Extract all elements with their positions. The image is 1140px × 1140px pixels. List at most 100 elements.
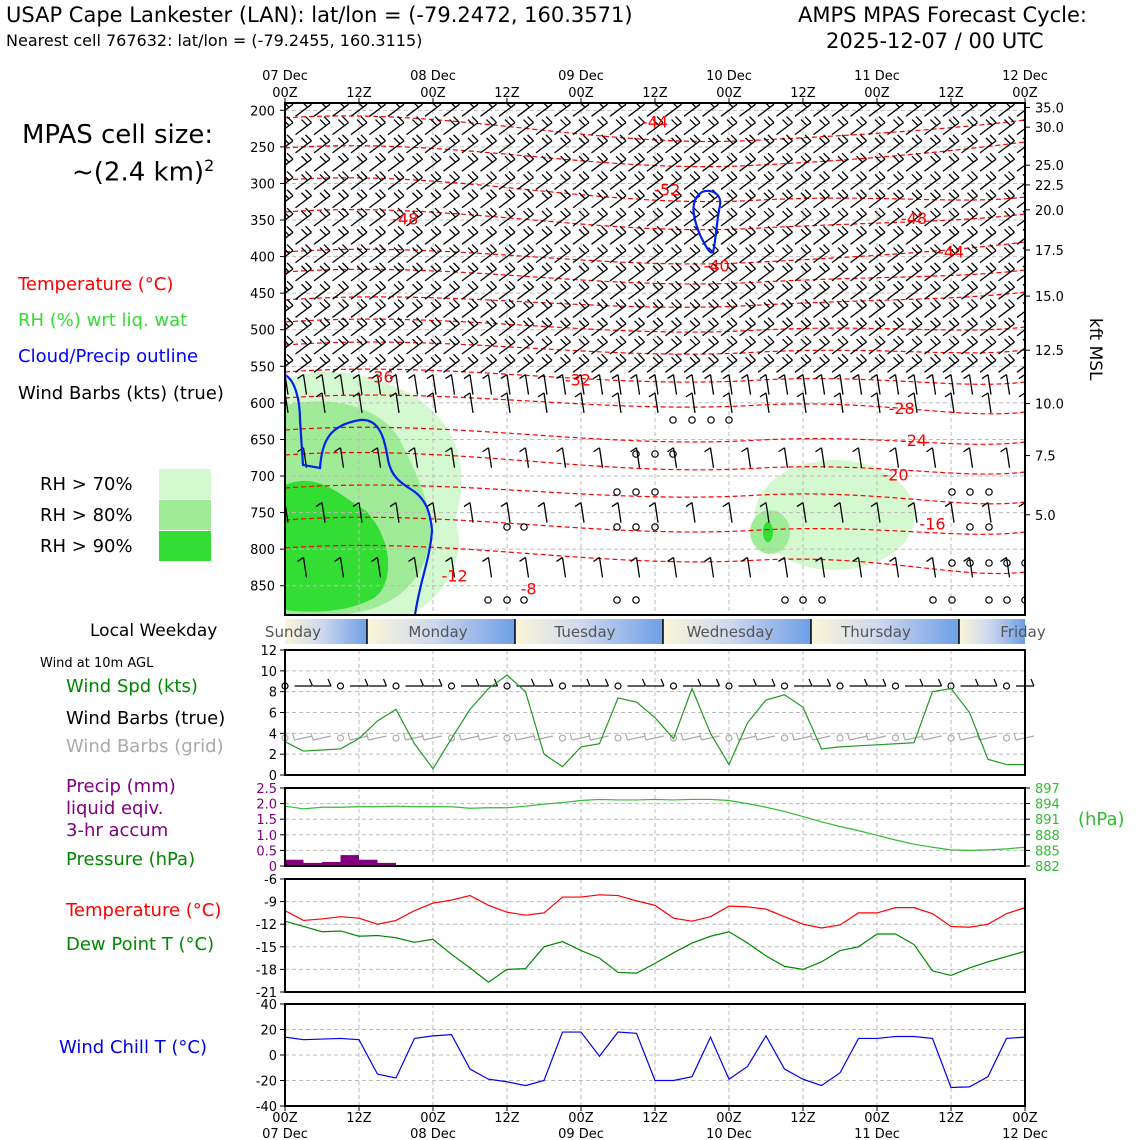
wind-barb bbox=[591, 335, 608, 355]
temperature-contour-label: -16 bbox=[919, 515, 945, 534]
wind-barb bbox=[609, 152, 627, 172]
wind-barb bbox=[961, 189, 978, 209]
wind-barb bbox=[850, 170, 867, 190]
wind-barb bbox=[332, 335, 349, 355]
wind-barb bbox=[426, 374, 437, 395]
top-date-label: 07 Dec bbox=[262, 69, 308, 84]
wind-barb bbox=[924, 134, 941, 154]
wind-barb bbox=[313, 170, 331, 190]
kft-tick-label: 10.0 bbox=[1035, 398, 1064, 413]
wind-barb bbox=[887, 116, 904, 136]
wind-barb bbox=[313, 298, 331, 318]
pressure-tick-label: 897 bbox=[1035, 782, 1060, 797]
wind-barb bbox=[315, 392, 326, 413]
wind-barb bbox=[794, 207, 812, 227]
wind-barb bbox=[387, 207, 405, 227]
panel-tick-label: 12 bbox=[260, 644, 277, 659]
wind-barb bbox=[739, 225, 756, 245]
calm-circle bbox=[669, 450, 677, 458]
pressure-tick-label: 888 bbox=[1035, 829, 1060, 844]
precip-pressure-panel-frame bbox=[284, 787, 1026, 867]
wind-barb bbox=[443, 225, 460, 245]
temperature-contour-label: -12 bbox=[442, 567, 468, 586]
precip-bar bbox=[377, 862, 396, 866]
wind-barb bbox=[759, 392, 770, 413]
wind10-barb-true bbox=[923, 678, 943, 687]
wind-barb bbox=[480, 353, 497, 373]
wind-barb bbox=[424, 244, 442, 264]
wind-barb bbox=[500, 374, 511, 395]
wind-barb bbox=[646, 152, 664, 172]
wind-barb bbox=[295, 335, 312, 355]
wind-barb bbox=[443, 134, 460, 154]
wind-barb bbox=[702, 317, 719, 337]
wind-barb bbox=[665, 353, 682, 373]
temperature-contour bbox=[285, 484, 1025, 505]
wind-barb bbox=[445, 556, 456, 578]
temperature-contour bbox=[285, 115, 1025, 143]
wind-barb bbox=[387, 189, 405, 209]
wind-barb bbox=[406, 262, 423, 282]
wind-barb bbox=[776, 317, 793, 337]
wind-barb bbox=[387, 335, 405, 355]
wind-barb bbox=[295, 152, 312, 172]
wind-barb bbox=[870, 392, 881, 413]
wind-barb bbox=[480, 134, 497, 154]
wind-barb bbox=[554, 152, 571, 172]
wind-barb bbox=[332, 280, 349, 300]
temperature-panel-frame bbox=[284, 878, 1026, 993]
wind-barb bbox=[868, 170, 886, 190]
wind-barb bbox=[868, 262, 886, 282]
wind-barb bbox=[572, 262, 590, 282]
wind-barb bbox=[887, 262, 904, 282]
wind-barb bbox=[998, 244, 1015, 264]
wind-barb bbox=[778, 374, 789, 395]
wind-barb bbox=[350, 134, 368, 154]
wind-barb bbox=[591, 353, 608, 373]
legend-wind-speed: Wind Spd (kts) bbox=[66, 676, 198, 697]
pressure-tick-label: 650 bbox=[250, 433, 275, 448]
wind-barb bbox=[369, 244, 386, 264]
wind-barb bbox=[480, 207, 497, 227]
wind-barb bbox=[794, 317, 812, 337]
wind-barb bbox=[870, 502, 881, 523]
wind-barb bbox=[683, 353, 701, 373]
panel-tick-label: -6 bbox=[264, 873, 277, 888]
wind-barb bbox=[757, 262, 775, 282]
wind-barb bbox=[498, 298, 516, 318]
wind-barb bbox=[424, 207, 442, 227]
kft-axis-label: kft MSL bbox=[1085, 318, 1105, 381]
wind-barb bbox=[868, 335, 886, 355]
temperature-contour-label: -44 bbox=[642, 112, 668, 131]
wind-barb bbox=[648, 374, 659, 395]
wind-barb bbox=[369, 280, 386, 300]
wind10-panel-frame bbox=[284, 649, 1026, 776]
wind-barb bbox=[868, 353, 886, 373]
wind-barb bbox=[609, 353, 627, 373]
panel-tick-label: 0.5 bbox=[256, 844, 277, 859]
wind-barb bbox=[979, 134, 997, 154]
legend-rh70-swatch bbox=[159, 469, 211, 499]
wind-barb bbox=[794, 134, 812, 154]
wind-barb bbox=[648, 502, 659, 523]
calm-circle bbox=[651, 523, 659, 531]
legend-precip-2: liquid eqiv. bbox=[66, 798, 164, 819]
wind-barb bbox=[461, 189, 479, 209]
wind-barb bbox=[535, 116, 553, 136]
bottom-date-label: 12 Dec bbox=[1002, 1127, 1048, 1140]
wind-barb bbox=[813, 280, 830, 300]
wind-barb bbox=[500, 392, 511, 413]
wind-barb bbox=[517, 353, 534, 373]
wind10-barb-grid bbox=[421, 732, 443, 741]
wind-barb bbox=[519, 374, 530, 395]
wind-barb bbox=[850, 152, 867, 172]
wind-barb bbox=[406, 225, 423, 245]
top-date-label: 09 Dec bbox=[558, 69, 604, 84]
wind-barb bbox=[443, 189, 460, 209]
wind-barb bbox=[461, 152, 479, 172]
calm-circle bbox=[707, 416, 715, 424]
wind-barb bbox=[313, 207, 331, 227]
wind10-barb-grid bbox=[513, 732, 535, 741]
wind-barb bbox=[776, 225, 793, 245]
wind-barb bbox=[944, 502, 955, 523]
